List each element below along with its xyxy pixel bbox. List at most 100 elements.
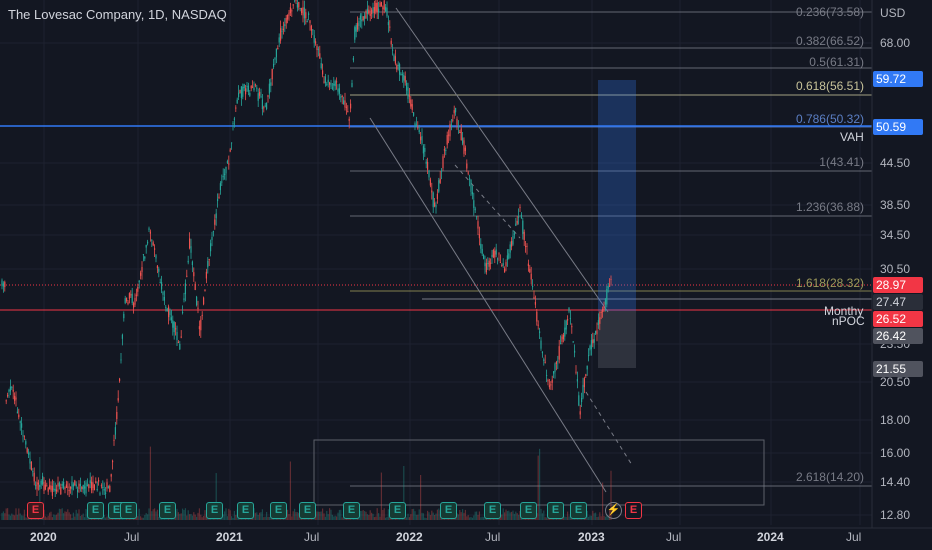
candle-body	[415, 124, 417, 127]
volume-bar	[64, 511, 66, 520]
candle-body	[379, 2, 381, 7]
earnings-marker[interactable]: E	[547, 502, 564, 519]
candle-body	[161, 282, 163, 290]
candle-body	[135, 294, 137, 296]
candle-body	[344, 100, 346, 108]
volume-profile-box	[313, 439, 765, 506]
candle-body	[470, 179, 472, 192]
candle-body	[162, 291, 164, 295]
candle-body	[117, 398, 119, 401]
candle-body	[18, 414, 20, 418]
time-tick: Jul	[124, 530, 140, 544]
candle-body	[445, 149, 447, 151]
earnings-marker[interactable]: E	[27, 502, 44, 519]
channel-bottom	[369, 117, 607, 493]
candle-body	[72, 484, 74, 487]
candle-body	[540, 340, 542, 349]
candle-body	[130, 294, 132, 296]
volume-bar	[341, 517, 343, 520]
candle-body	[474, 208, 476, 211]
volume-bar	[1, 512, 3, 520]
earnings-marker[interactable]: E	[484, 502, 501, 519]
candle-body	[565, 320, 567, 330]
earnings-marker[interactable]: E	[343, 502, 360, 519]
candle-body	[159, 282, 161, 284]
earnings-marker[interactable]: E	[237, 502, 254, 519]
candle-body	[296, 3, 298, 8]
candle-body	[348, 118, 350, 121]
earnings-marker[interactable]: E	[206, 502, 223, 519]
candle-body	[148, 228, 150, 230]
candle-body	[518, 216, 520, 218]
volume-bar	[436, 509, 438, 520]
candle-body	[63, 482, 65, 489]
candle-body	[240, 86, 242, 99]
candle-body	[155, 255, 157, 259]
candle-body	[547, 379, 549, 382]
earnings-marker[interactable]: E	[389, 502, 406, 519]
candle-body	[322, 70, 324, 75]
earnings-marker[interactable]: E	[159, 502, 176, 519]
candle-body	[574, 350, 576, 353]
candle-body	[5, 400, 7, 402]
symbol-title[interactable]: The Lovesac Company, 1D, NASDAQ	[8, 7, 227, 22]
candle-body	[334, 81, 336, 87]
volume-bar	[292, 511, 294, 520]
volume-bar	[152, 509, 154, 520]
volume-bar	[253, 508, 255, 520]
fib-level-label: 0.382(66.52)	[795, 34, 864, 48]
candle-body	[550, 384, 552, 386]
candle-body	[137, 287, 139, 292]
volume-bar	[298, 512, 300, 520]
volume-bar	[606, 514, 608, 520]
currency-label[interactable]: USD	[880, 6, 906, 20]
volume-bar	[406, 517, 408, 520]
lightning-icon[interactable]: ⚡	[605, 502, 622, 519]
earnings-marker[interactable]: E	[570, 502, 587, 519]
volume-bar	[337, 512, 339, 520]
volume-bar	[180, 513, 182, 520]
candle-body	[523, 231, 525, 240]
earnings-marker[interactable]: E	[120, 502, 137, 519]
volume-bar	[359, 510, 361, 520]
candle-body	[481, 248, 483, 254]
earnings-marker-future[interactable]: E	[625, 502, 642, 519]
volume-bar	[319, 511, 321, 520]
candle-body	[186, 275, 188, 277]
candle-body	[245, 88, 247, 95]
candle-body	[519, 206, 521, 209]
volume-bar	[193, 512, 195, 520]
candle-body	[93, 484, 95, 491]
candle-body	[463, 140, 465, 154]
candle-body	[15, 397, 17, 400]
volume-bar	[512, 510, 514, 520]
candle-body	[282, 28, 284, 31]
earnings-marker[interactable]: E	[440, 502, 457, 519]
candle-body	[64, 488, 66, 490]
earnings-marker[interactable]: E	[299, 502, 316, 519]
candle-body	[260, 95, 262, 98]
candle-body	[582, 384, 584, 398]
candle-body	[413, 112, 415, 116]
volume-bar	[462, 509, 464, 520]
volume-bar	[336, 516, 338, 520]
candle-body	[383, 0, 385, 10]
candle-body	[522, 220, 524, 234]
price-tick: 18.00	[880, 413, 911, 427]
candle-body	[408, 95, 410, 97]
earnings-marker[interactable]: E	[87, 502, 104, 519]
volume-bar	[508, 510, 510, 520]
earnings-marker[interactable]: E	[520, 502, 537, 519]
candle-body	[8, 389, 10, 392]
candle-body	[560, 343, 562, 345]
earnings-marker[interactable]: E	[270, 502, 287, 519]
volume-bar	[425, 517, 427, 520]
volume-bar	[201, 517, 203, 520]
candle-body	[456, 118, 458, 125]
volume-bar	[588, 516, 590, 520]
candle-body	[336, 81, 338, 83]
candle-body	[281, 30, 283, 32]
volume-bar	[151, 511, 153, 520]
price-badge: 28.97	[873, 277, 923, 293]
